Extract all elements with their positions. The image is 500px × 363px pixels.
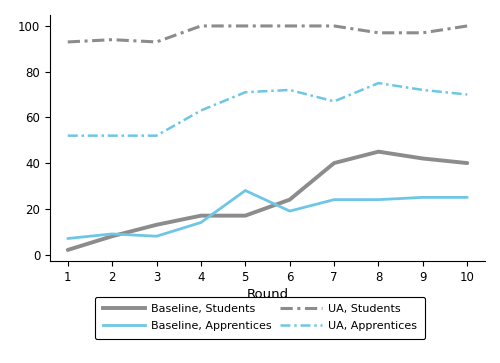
X-axis label: Round: Round xyxy=(246,288,288,301)
Legend: Baseline, Students, Baseline, Apprentices, UA, Students, UA, Apprentices: Baseline, Students, Baseline, Apprentice… xyxy=(95,297,425,339)
